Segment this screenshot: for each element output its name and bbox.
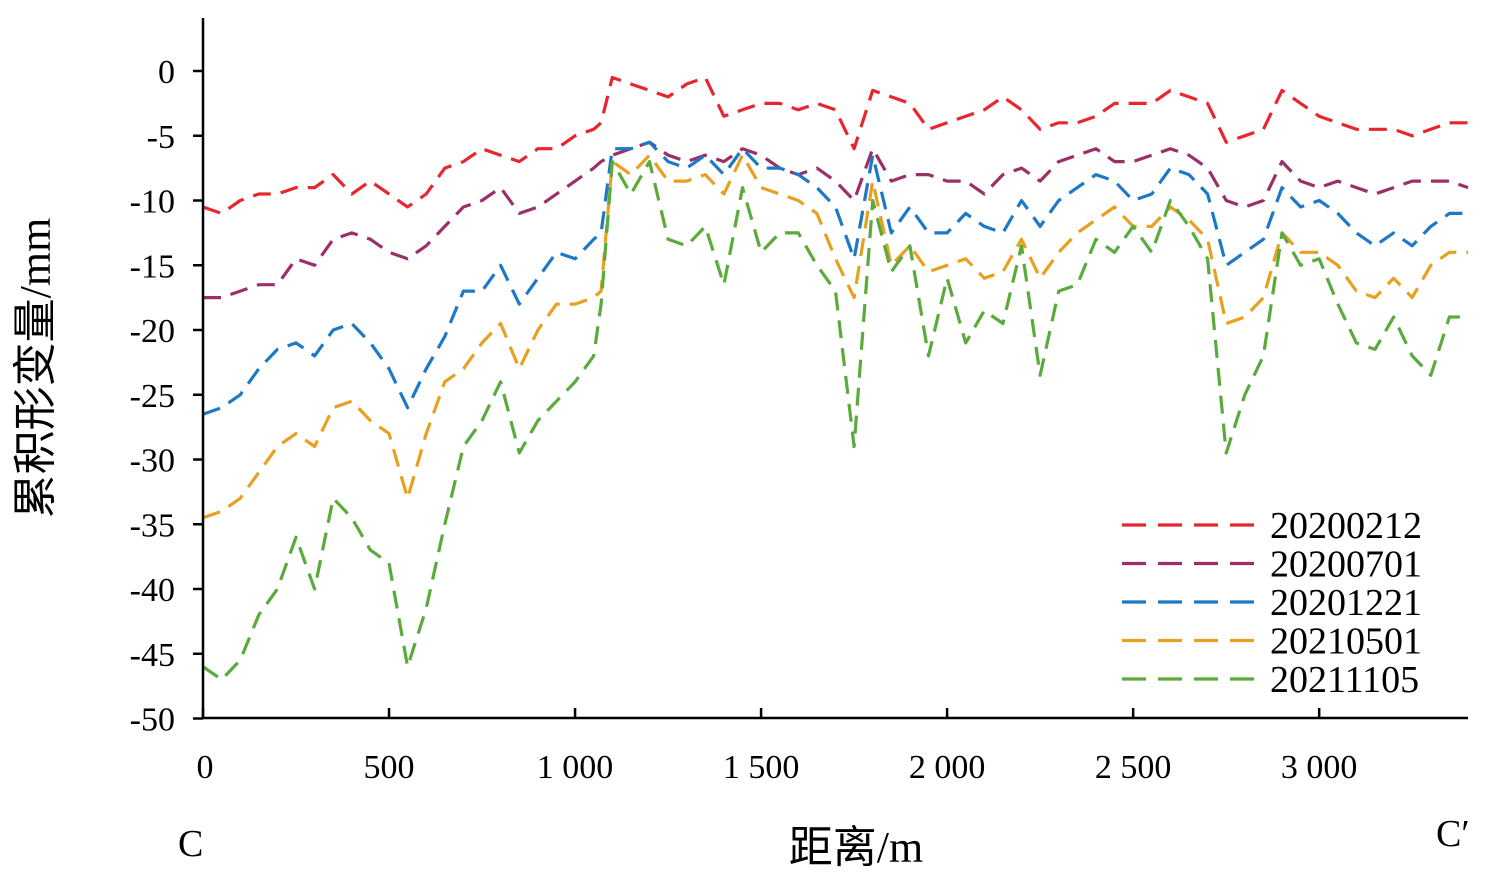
y-tick-label: -5 <box>147 119 175 156</box>
legend-label: 20210501 <box>1270 621 1422 663</box>
y-tick-label: -20 <box>130 313 175 350</box>
x-tick-label: 1 500 <box>723 749 800 786</box>
series-line-20211105 <box>202 160 1468 682</box>
y-tick-label: -45 <box>130 637 175 674</box>
y-axis-ticks: 0 -5 -10 -15 -20 -25 -30 -35 -40 -45 -50 <box>130 54 203 739</box>
y-tick-label: -50 <box>130 702 175 739</box>
y-tick-label: -15 <box>130 248 175 285</box>
endpoint-label-right: C′ <box>1436 813 1470 855</box>
y-tick-label: -40 <box>130 572 175 609</box>
y-tick-label: 0 <box>158 54 175 91</box>
x-tick-label: 0 <box>197 749 214 786</box>
y-tick-label: -30 <box>130 443 175 480</box>
x-tick-label: 2 000 <box>909 749 986 786</box>
legend-label: 20201221 <box>1270 582 1422 624</box>
series-line-20201221 <box>202 140 1468 416</box>
y-axis-title: 累积形变量/mm <box>11 218 60 519</box>
legend-label: 20211105 <box>1270 659 1419 701</box>
legend-label: 20200701 <box>1270 544 1422 586</box>
endpoint-label-left: C <box>178 823 203 865</box>
x-tick-label: 2 500 <box>1095 749 1172 786</box>
y-tick-label: -10 <box>130 184 175 221</box>
x-axis-title: 距离/m <box>789 823 923 872</box>
x-tick-label: 3 000 <box>1281 749 1358 786</box>
x-tick-label: 500 <box>364 749 415 786</box>
y-tick-label: -35 <box>130 507 175 544</box>
x-tick-label: 1 000 <box>537 749 614 786</box>
series-line-20200701 <box>203 140 1469 300</box>
x-axis-ticks: 0 500 1 000 1 500 2 000 2 500 3 000 <box>197 708 1358 786</box>
series-line-20200212 <box>202 75 1468 215</box>
y-tick-label: -25 <box>130 378 175 415</box>
series-lines <box>202 75 1469 682</box>
legend-label: 20200212 <box>1270 505 1422 547</box>
series-line-20210501 <box>202 153 1468 520</box>
